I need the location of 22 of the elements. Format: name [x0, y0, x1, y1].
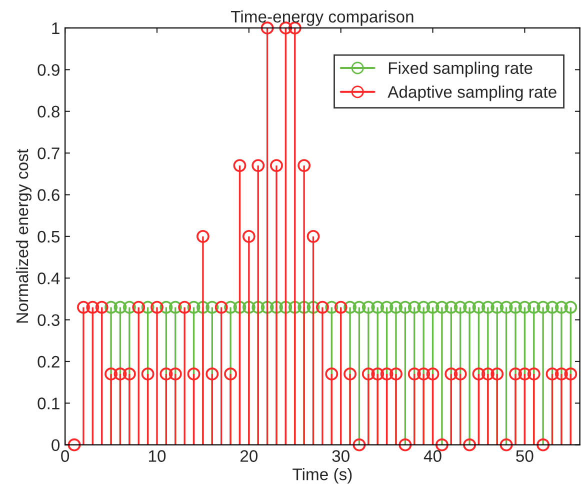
x-tick-label: 20 — [240, 450, 258, 462]
y-tick-label: 0.7 — [38, 147, 60, 160]
y-tick-label: 0.9 — [38, 64, 60, 76]
legend-label: Adaptive sampling rate — [388, 86, 556, 102]
y-tick-label: 0.1 — [38, 398, 60, 410]
y-tick-label: 0.5 — [38, 230, 60, 243]
y-axis-title: Normalized energy cost — [16, 148, 32, 323]
y-tick-label: 0.2 — [38, 356, 60, 368]
x-tick-label: 50 — [516, 450, 534, 462]
y-tick-label: 0.6 — [38, 189, 60, 201]
y-tick-label: 0.8 — [38, 106, 60, 118]
y-tick-label: 1 — [52, 22, 60, 34]
y-tick-label: 0 — [52, 439, 60, 452]
chart-title: Time-energy comparison — [230, 10, 414, 26]
legend-label: Fixed sampling rate — [388, 62, 532, 78]
y-tick-label: 0.4 — [38, 272, 60, 284]
x-tick-label: 40 — [424, 450, 442, 462]
x-tick-label: 30 — [332, 450, 350, 462]
x-tick-label: 0 — [61, 450, 70, 462]
x-tick-label: 10 — [148, 450, 166, 462]
y-tick-label: 0.3 — [38, 314, 60, 326]
x-axis-title: Time (s) — [292, 468, 352, 484]
